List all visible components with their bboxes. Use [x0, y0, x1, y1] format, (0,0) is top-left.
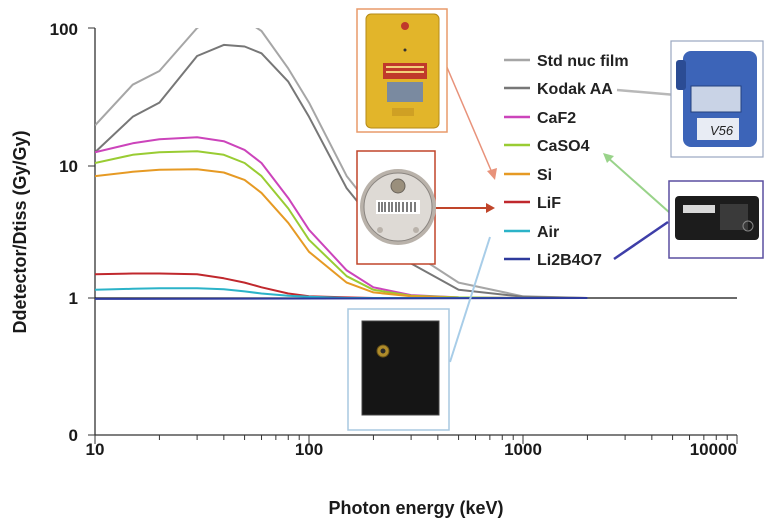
arrowhead-caso4: [603, 153, 614, 163]
y-tick-label: 0: [69, 426, 78, 445]
arrow-li2b4o7: [613, 220, 669, 261]
arrowhead-std-film: [487, 168, 497, 180]
legend-item: Kodak AA: [504, 81, 613, 98]
inset-photo-blue-holder: V56: [670, 40, 764, 158]
legend-item: CaF2: [504, 110, 576, 127]
y-tick-marks: [88, 27, 95, 436]
series-line-0: [95, 28, 588, 299]
series-line-1: [95, 43, 588, 299]
badge-marking: V56: [710, 123, 734, 138]
arrow-air: [449, 236, 491, 363]
inset-photo-black-dosimeter: [668, 180, 764, 259]
x-tick-label: 10000: [690, 440, 737, 459]
series-line-7: [95, 297, 588, 300]
x-tick-marks: [94, 435, 738, 444]
y-tick-label: 100: [50, 20, 78, 39]
series-line-4: [95, 168, 588, 299]
legend-item: Li2B4O7: [504, 252, 602, 269]
legend: Std nuc film Kodak AA CaF2 CaSO4 Si LiF …: [504, 53, 629, 269]
legend-label: CaF2: [537, 110, 576, 127]
y-tick-label: 1: [69, 289, 78, 308]
arrow-casO4: [606, 156, 671, 214]
legend-label: LiF: [537, 195, 561, 212]
legend-item: Std nuc film: [504, 53, 629, 70]
arrow-std-film: [445, 64, 494, 176]
barcode-icon: [378, 202, 416, 212]
y-tick-label: 10: [59, 157, 78, 176]
y-axis-title: Ddetector/Dtiss (Gy/Gy): [10, 130, 30, 333]
legend-item: Air: [504, 224, 559, 241]
x-tick-labels: 10 100 1000 10000: [86, 440, 737, 459]
x-axis-title: Photon energy (keV): [328, 498, 503, 518]
legend-label: CaSO4: [537, 138, 590, 155]
x-tick-label: 10: [86, 440, 105, 459]
y-tick-labels: 0 1 10 100: [50, 20, 78, 445]
legend-item: LiF: [504, 195, 561, 212]
inset-photo-yellow-badge: [356, 8, 448, 133]
legend-label: Air: [537, 224, 559, 241]
legend-label: Li2B4O7: [537, 252, 602, 269]
series-group: [95, 28, 588, 300]
connector-arrows: [435, 64, 677, 363]
legend-label: Kodak AA: [537, 81, 613, 98]
legend-label: Si: [537, 167, 552, 184]
inset-photo-black-square: [347, 308, 450, 431]
inset-photo-round-dosimeter: [356, 150, 436, 265]
legend-item: Si: [504, 167, 552, 184]
legend-label: Std nuc film: [537, 53, 629, 70]
x-tick-label: 100: [295, 440, 323, 459]
x-tick-label: 1000: [504, 440, 542, 459]
arrow-kodak: [616, 88, 677, 97]
legend-item: CaSO4: [504, 138, 590, 155]
arrowhead-lif: [486, 203, 495, 213]
